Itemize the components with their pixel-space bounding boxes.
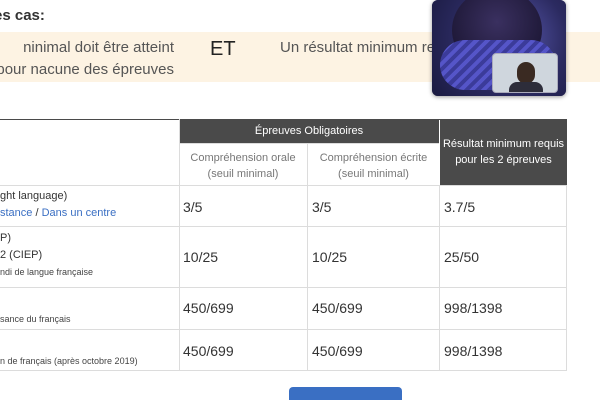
section-heading: es cas:: [0, 7, 45, 24]
value-oral: 3/5: [183, 199, 203, 215]
action-button[interactable]: [289, 387, 402, 400]
self-view-thumbnail[interactable]: [492, 53, 558, 93]
requirements-table: Épreuves Obligatoires Résultat minimum r…: [0, 119, 567, 371]
value-result: 998/1398: [444, 343, 503, 359]
value-result: 998/1398: [444, 300, 503, 316]
value-ecrit: 450/699: [312, 300, 363, 316]
link-centre[interactable]: Dans un centre: [41, 207, 117, 219]
value-ecrit: 450/699: [312, 343, 363, 359]
result-header: Résultat minimum requis pour les 2 épreu…: [440, 119, 567, 185]
value-result: 3.7/5: [444, 199, 476, 215]
row-label: n de français (après octobre 2019): [0, 356, 138, 366]
value-oral: 450/699: [183, 343, 234, 359]
value-result: 25/50: [444, 249, 480, 265]
col-oral-header: Compréhension orale (seuil minimal): [190, 152, 296, 180]
value-ecrit: 10/25: [312, 249, 348, 265]
row-label: sance du français: [0, 314, 71, 324]
value-oral: 10/25: [183, 249, 219, 265]
banner-left-text: ninimal doit être atteint pour nacune de…: [0, 39, 174, 78]
value-ecrit: 3/5: [312, 199, 332, 215]
link-distance[interactable]: stance: [0, 207, 33, 219]
banner-et: ET: [210, 38, 236, 60]
value-oral: 450/699: [183, 300, 234, 316]
row-label: P) 2 (CIEP) ndi de langue française: [0, 232, 94, 277]
row-label: ght language) stance / Dans un centre: [0, 190, 117, 219]
group-header: Épreuves Obligatoires: [179, 119, 439, 143]
banner-right-text: Un résultat minimum requ épreuves est: [280, 39, 542, 56]
col-ecrit-header: Compréhension écrite (seuil minimal): [319, 152, 428, 180]
